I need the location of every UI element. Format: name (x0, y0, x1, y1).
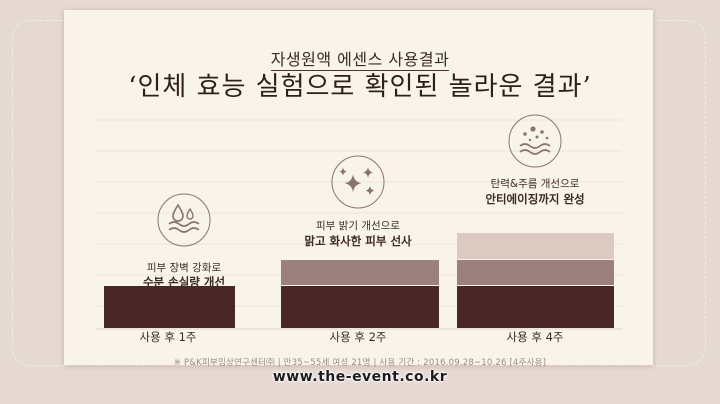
annotation-1-line1: 피부 장벽 강화로 (147, 262, 222, 274)
subtitle-text: 자생원액 에센스 사용결과 (270, 50, 450, 71)
bar-segment-3-3 (457, 232, 614, 259)
bar-segment-1-1 (104, 285, 235, 328)
annotation-2-line2: 맑고 화사한 피부 선사 (304, 234, 412, 248)
sparkle-stars-icon (331, 155, 385, 209)
annotation-2-line1: 피부 밝기 개선으로 (316, 220, 400, 232)
annotation-3: 탄력&주름 개선으로 안티에이징까지 완성 (485, 114, 585, 206)
annotation-3-line1: 탄력&주름 개선으로 (491, 178, 580, 190)
category-label-2: 사용 후 2주 (330, 330, 387, 344)
category-label-3: 사용 후 4주 (507, 330, 564, 344)
dots-waves-icon (508, 114, 562, 168)
bar-segment-2-2 (281, 259, 439, 285)
watermark-url: www.the-event.co.kr (272, 369, 448, 385)
subtitle: 자생원액 에센스 사용결과 (0, 46, 720, 71)
footnote: ※ P&K피부임상연구센터㈜ | 만35~55세 여성 21명 | 사용 기간 … (173, 358, 547, 368)
annotation-2: 피부 밝기 개선으로 맑고 화사한 피부 선사 (304, 155, 412, 248)
bar-segment-3-1 (457, 285, 614, 328)
annotation-3-line2: 안티에이징까지 완성 (485, 192, 584, 206)
page-title: ‘인체 효능 실험으로 확인된 놀라운 결과’ (128, 72, 592, 102)
annotation-1-line2: 수분 손실량 개선 (143, 275, 225, 289)
chart-bars (104, 231, 614, 328)
bar-segment-2-1 (281, 285, 439, 328)
annotation-1: 피부 장벽 강화로 수분 손실량 개선 (143, 193, 225, 289)
category-label-1: 사용 후 1주 (140, 330, 197, 344)
bar-segment-3-2 (457, 259, 614, 285)
water-drop-waves-icon (157, 193, 211, 247)
